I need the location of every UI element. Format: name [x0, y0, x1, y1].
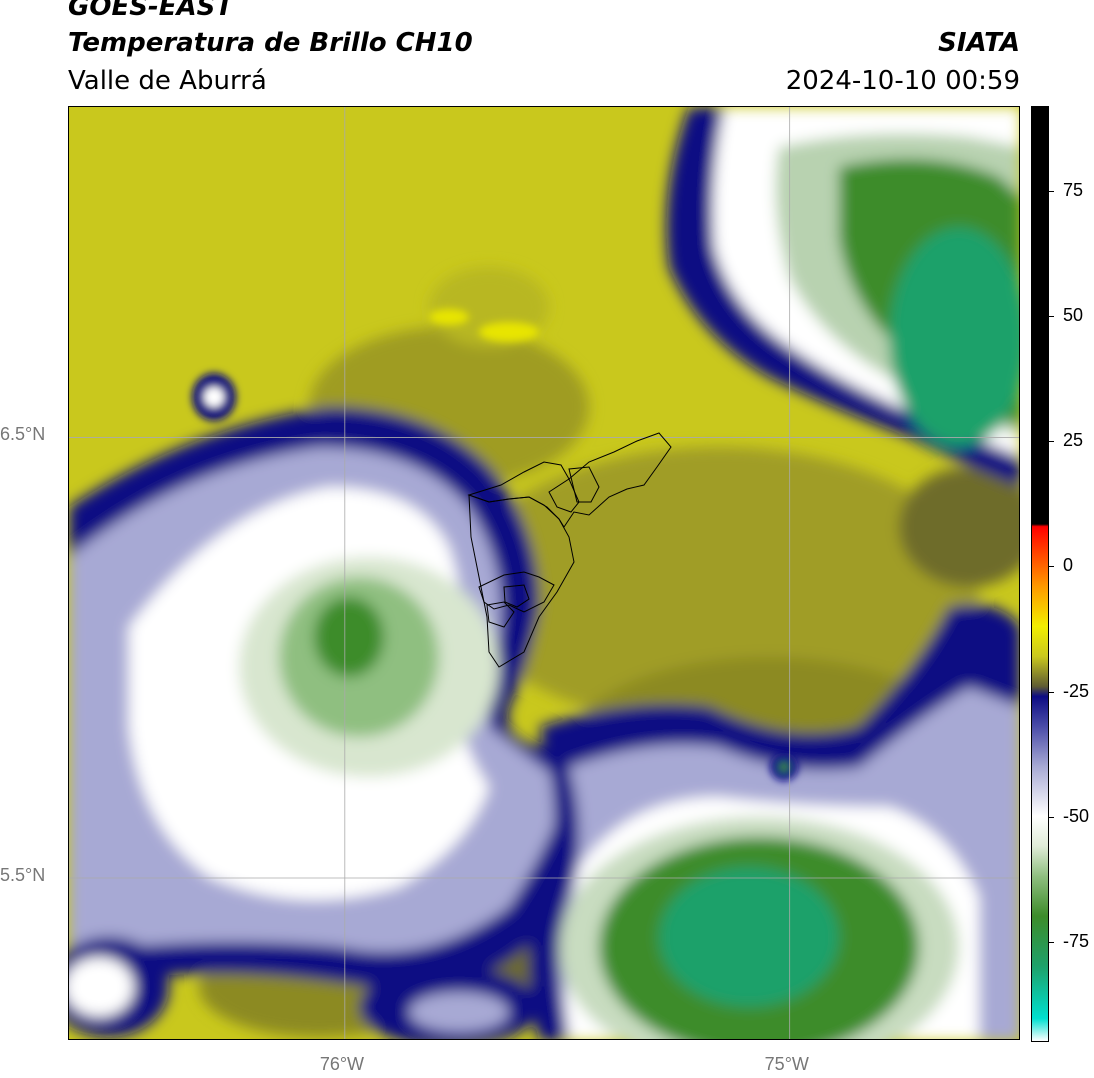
municipality-outline — [468, 494, 575, 668]
olive-patch — [459, 447, 979, 727]
small-cell-core — [779, 762, 789, 772]
olive-patch — [899, 467, 1019, 587]
colorbar-tick-label: 0 — [1063, 555, 1074, 576]
map-field — [69, 107, 1019, 1039]
municipality-outline — [478, 571, 555, 613]
warm-spot — [479, 322, 539, 342]
gridlines — [69, 107, 1019, 1039]
municipality-outline — [548, 478, 580, 513]
colorbar-tick — [1049, 441, 1054, 443]
timestamp-label: 2024-10-10 00:59 — [785, 66, 1020, 96]
colorbar-tick — [1049, 941, 1054, 943]
cloud-teal-core — [889, 227, 1019, 447]
longitude-label: 75°W — [764, 1054, 809, 1074]
longitude-label: 76°W — [319, 1054, 365, 1074]
small-cell-core — [204, 387, 224, 407]
colorbar-tick — [1049, 191, 1054, 193]
warm-spot — [429, 309, 469, 325]
colorbar-tick — [1049, 566, 1054, 568]
municipal-boundaries — [467, 432, 672, 668]
colorbar-tick — [1049, 691, 1054, 693]
title-product: Temperatura de Brillo CH10 — [68, 28, 473, 58]
cloud-teal-core — [659, 867, 839, 1007]
cloud-white — [69, 957, 134, 1017]
brightness-temperature-map — [69, 107, 1019, 1039]
municipality-outline — [503, 584, 530, 608]
cloud-green-core — [314, 597, 384, 677]
municipality-outline — [568, 466, 600, 503]
map-panel[interactable] — [68, 106, 1020, 1040]
colorbar-tick — [1049, 816, 1054, 818]
cloud-lavender — [409, 992, 509, 1032]
colorbar — [1031, 106, 1049, 1042]
latitude-label: 5.5°N — [0, 864, 46, 885]
colorbar-tick-label: -75 — [1063, 930, 1090, 951]
colorbar-tick-label: -25 — [1063, 680, 1090, 701]
municipality-outline — [486, 601, 515, 628]
small-cells — [192, 309, 798, 781]
colorbar-tick-label: 25 — [1063, 430, 1084, 451]
region-label: Valle de Aburrá — [68, 66, 267, 96]
colorbar-tick — [1049, 316, 1054, 318]
colorbar-tick-label: 50 — [1063, 305, 1084, 326]
colorbar-tick-label: 75 — [1063, 180, 1084, 201]
title-satellite: GOES-EAST — [68, 0, 234, 22]
latitude-label: 6.5°N — [0, 424, 46, 445]
colorbar-tick-label: -50 — [1063, 805, 1090, 826]
org-label: SIATA — [938, 28, 1020, 58]
